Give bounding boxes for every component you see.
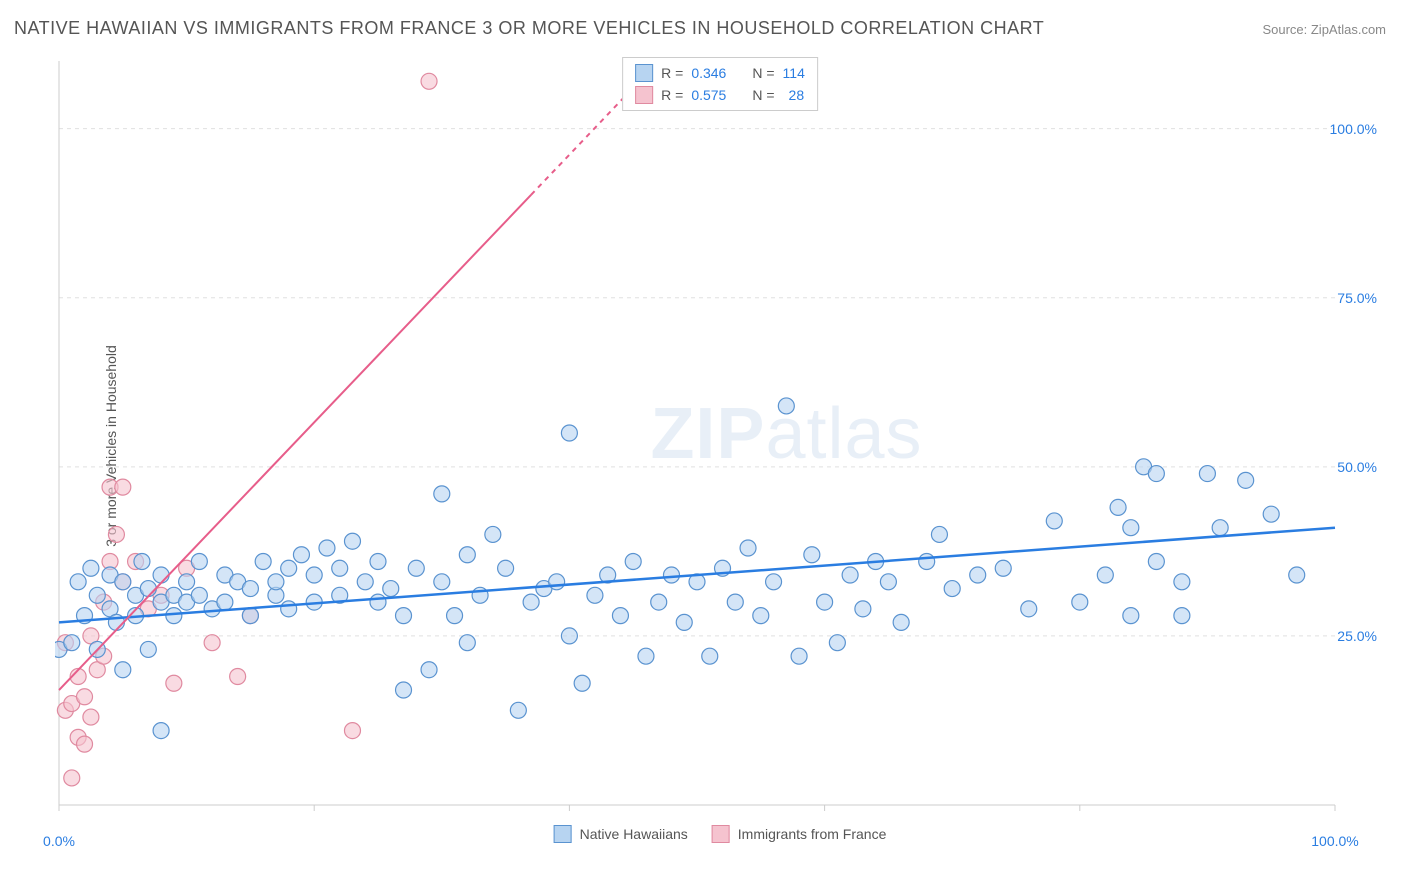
chart-title: NATIVE HAWAIIAN VS IMMIGRANTS FROM FRANC… xyxy=(14,18,1044,39)
n-label: N = xyxy=(752,84,774,106)
legend-item-hawaiian: Native Hawaiians xyxy=(554,825,688,843)
legend-item-france: Immigrants from France xyxy=(712,825,887,843)
swatch-france xyxy=(712,825,730,843)
legend-label-hawaiian: Native Hawaiians xyxy=(580,826,688,842)
y-tick-label: 50.0% xyxy=(1337,459,1377,475)
scatter-chart xyxy=(55,55,1385,845)
x-tick-label: 100.0% xyxy=(1311,833,1358,849)
r-value-hawaiian: 0.346 xyxy=(691,62,726,84)
y-tick-label: 100.0% xyxy=(1330,121,1377,137)
y-tick-label: 25.0% xyxy=(1337,628,1377,644)
legend-row-hawaiian: R = 0.346 N = 114 xyxy=(635,62,805,84)
chart-area: ZIPatlas R = 0.346 N = 114 R = 0.575 N =… xyxy=(55,55,1385,845)
r-label: R = xyxy=(661,84,683,106)
legend-series: Native Hawaiians Immigrants from France xyxy=(554,825,887,843)
n-value-hawaiian: 114 xyxy=(783,62,805,84)
swatch-hawaiian xyxy=(635,64,653,82)
legend-row-france: R = 0.575 N = 28 xyxy=(635,84,805,106)
x-tick-label: 0.0% xyxy=(43,833,75,849)
r-value-france: 0.575 xyxy=(691,84,726,106)
n-label: N = xyxy=(752,62,774,84)
y-tick-label: 75.0% xyxy=(1337,290,1377,306)
legend-label-france: Immigrants from France xyxy=(738,826,887,842)
n-value-france: 28 xyxy=(783,84,805,106)
source-attribution: Source: ZipAtlas.com xyxy=(1262,22,1386,37)
swatch-france xyxy=(635,86,653,104)
swatch-hawaiian xyxy=(554,825,572,843)
r-label: R = xyxy=(661,62,683,84)
legend-correlation: R = 0.346 N = 114 R = 0.575 N = 28 xyxy=(622,57,818,111)
